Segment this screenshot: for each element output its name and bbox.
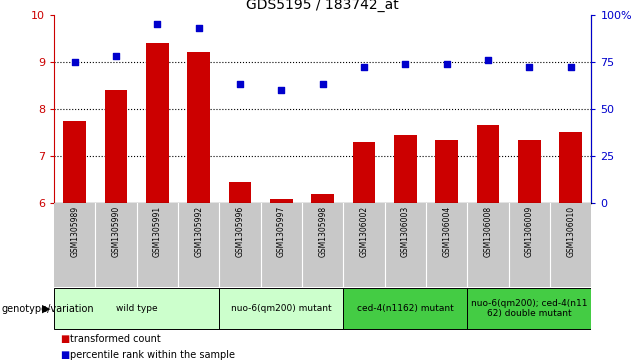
Bar: [188, 52, 210, 203]
Text: GSM1305998: GSM1305998: [318, 206, 328, 257]
Point: [111, 53, 121, 59]
Point: [70, 59, 80, 65]
Point: [525, 65, 535, 70]
Text: ■: ■: [60, 334, 70, 344]
Text: nuo-6(qm200) mutant: nuo-6(qm200) mutant: [231, 304, 332, 313]
Bar: [394, 135, 417, 203]
Bar: [105, 90, 127, 203]
Bar: [353, 142, 375, 203]
Text: GSM1305990: GSM1305990: [111, 206, 121, 257]
Text: GSM1305992: GSM1305992: [194, 206, 204, 257]
Point: [442, 61, 452, 66]
Text: GSM1306010: GSM1306010: [566, 206, 576, 257]
Text: GSM1306002: GSM1306002: [359, 206, 369, 257]
Point: [153, 21, 163, 27]
Text: ■: ■: [60, 350, 70, 360]
Text: GSM1305997: GSM1305997: [277, 206, 286, 257]
Point: [194, 25, 204, 30]
Text: GSM1305991: GSM1305991: [153, 206, 162, 257]
Text: ced-4(n1162) mutant: ced-4(n1162) mutant: [357, 304, 454, 313]
Text: GSM1306008: GSM1306008: [483, 206, 493, 257]
Point: [566, 65, 576, 70]
Bar: [312, 194, 334, 203]
Bar: [560, 131, 582, 203]
Bar: [229, 182, 251, 203]
Text: wild type: wild type: [116, 304, 158, 313]
Title: GDS5195 / 183742_at: GDS5195 / 183742_at: [246, 0, 399, 12]
Text: GSM1306003: GSM1306003: [401, 206, 410, 257]
FancyBboxPatch shape: [54, 287, 219, 330]
Text: GSM1305996: GSM1305996: [235, 206, 245, 257]
Point: [359, 65, 370, 70]
Bar: [146, 43, 169, 203]
Text: ▶: ▶: [43, 303, 51, 314]
Bar: [436, 140, 458, 203]
FancyBboxPatch shape: [219, 287, 343, 330]
Point: [235, 81, 245, 87]
Bar: [64, 121, 86, 203]
Text: GSM1306004: GSM1306004: [442, 206, 452, 257]
Text: percentile rank within the sample: percentile rank within the sample: [70, 350, 235, 360]
Text: GSM1306009: GSM1306009: [525, 206, 534, 257]
Text: GSM1305989: GSM1305989: [70, 206, 80, 257]
FancyBboxPatch shape: [467, 287, 591, 330]
Point: [318, 81, 328, 87]
Point: [277, 87, 287, 93]
Point: [401, 61, 411, 66]
Bar: [518, 140, 541, 203]
Point: [483, 57, 494, 63]
Text: genotype/variation: genotype/variation: [1, 303, 94, 314]
FancyBboxPatch shape: [343, 287, 467, 330]
Bar: [270, 199, 293, 203]
Text: transformed count: transformed count: [70, 334, 161, 344]
Text: nuo-6(qm200); ced-4(n11
62) double mutant: nuo-6(qm200); ced-4(n11 62) double mutan…: [471, 299, 588, 318]
Bar: [477, 125, 499, 203]
